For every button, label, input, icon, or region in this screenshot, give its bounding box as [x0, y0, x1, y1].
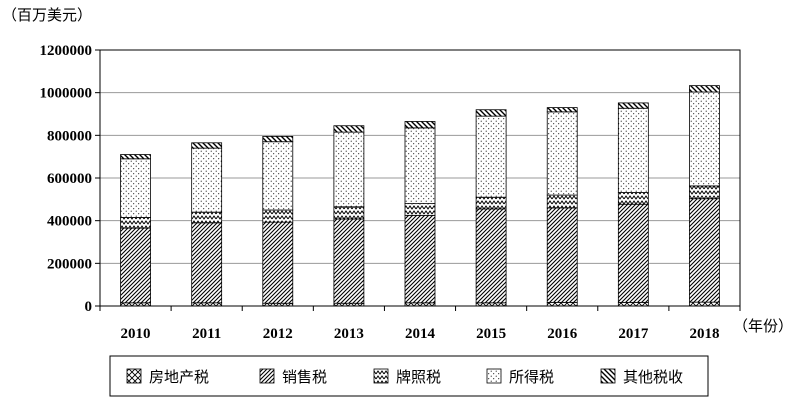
bar-segment [617, 301, 649, 307]
bar-segment [333, 206, 365, 220]
plot-frame [99, 49, 741, 307]
bar-segment [404, 127, 436, 204]
x-tick-label: 2017 [618, 326, 649, 342]
bar-segment [262, 209, 294, 223]
x-tick-labels: 2010 2011 2012 2013 2014 2015 2016 2017 2018 [121, 326, 720, 342]
bars [120, 85, 720, 307]
bar-segment [262, 135, 294, 143]
y-tick-label: 800000 [47, 128, 92, 144]
bar-segment [475, 196, 507, 210]
bar-segment [191, 142, 223, 149]
bar-segment [617, 192, 649, 205]
legend-swatch [259, 368, 275, 384]
legend: 房地产税 销售税 牌照税 所得税 其他税收 [109, 355, 709, 397]
bar-segment [191, 147, 223, 213]
x-tick-label: 2014 [405, 326, 436, 342]
bar-segment [333, 218, 365, 304]
bar-segment [617, 102, 649, 109]
legend-label: 牌照税 [396, 368, 441, 386]
bar-segment [404, 121, 436, 129]
bar-segment [404, 214, 436, 304]
bar-segment [689, 185, 720, 200]
y-axis-title: （百万美元） [2, 6, 92, 24]
bar-segment [191, 222, 223, 304]
bar-segment [404, 203, 436, 216]
bar-segment [689, 91, 720, 187]
y-tick-label: 1000000 [40, 86, 93, 102]
x-tick-label: 2015 [476, 326, 506, 342]
bar-segment [475, 109, 507, 117]
bar-segment [262, 141, 294, 211]
x-tick-label: 2016 [547, 326, 578, 342]
bar-segment [191, 211, 223, 224]
bar-segment [546, 194, 578, 209]
bar-segment [120, 217, 151, 229]
y-tick-label: 200000 [47, 256, 92, 272]
bar-segment [546, 301, 578, 307]
bar-segment [689, 198, 720, 303]
legend-swatch [126, 368, 142, 384]
bar-segment [689, 85, 720, 93]
legend-swatch [600, 368, 616, 384]
bar-segment [689, 301, 720, 307]
y-tick-label: 1200000 [40, 43, 93, 59]
bar-segment [475, 115, 507, 198]
x-tick-label: 2011 [192, 326, 221, 342]
x-tick-label: 2010 [121, 326, 151, 342]
legend-label: 其他税收 [623, 368, 683, 386]
bar-segment [546, 107, 578, 113]
x-tick-label: 2018 [689, 326, 719, 342]
bar-segment [333, 125, 365, 133]
legend-label: 销售税 [282, 368, 327, 386]
y-tick-labels: 0 200000 400000 600000 800000 1000000 1200000 [40, 43, 93, 315]
legend-swatch [486, 368, 502, 384]
bar-segment [120, 227, 151, 304]
legend-swatch [373, 368, 389, 384]
bar-segment [333, 131, 365, 208]
x-axis-title: （年份） [733, 317, 793, 335]
y-tick-label: 0 [85, 299, 93, 315]
bar-segment [546, 207, 578, 303]
legend-label: 所得税 [509, 368, 554, 386]
y-tick-label: 400000 [47, 214, 92, 230]
axes [95, 49, 741, 311]
bar-segment [262, 221, 294, 304]
bar-segment [617, 107, 649, 193]
bar-segment [617, 203, 649, 303]
y-tick-label: 600000 [47, 171, 92, 187]
bar-segment [120, 154, 151, 160]
x-tick-label: 2012 [263, 326, 293, 342]
bar-segment [546, 111, 578, 196]
bar-segment [120, 158, 151, 218]
bar-segment [475, 208, 507, 304]
legend-label: 房地产税 [149, 368, 209, 386]
x-tick-label: 2013 [334, 326, 364, 342]
